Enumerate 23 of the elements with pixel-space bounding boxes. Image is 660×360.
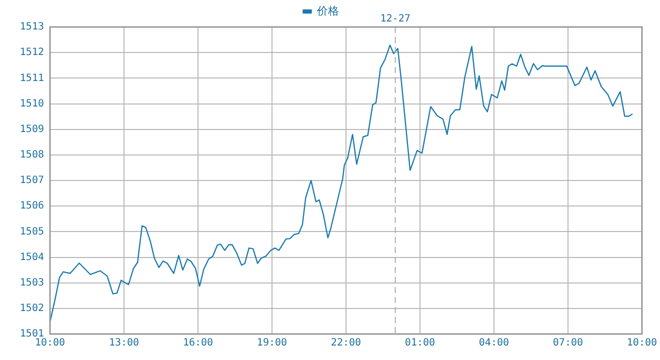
x-tick-label: 01:00 xyxy=(404,338,436,349)
x-tick-label: 16:00 xyxy=(182,338,214,349)
y-tick-label: 1509 xyxy=(20,124,44,135)
y-tick-label: 1507 xyxy=(20,175,44,186)
legend-label: 价格 xyxy=(316,4,339,18)
y-tick-label: 1510 xyxy=(20,98,44,110)
x-tick-label: 04:00 xyxy=(478,338,510,349)
y-tick-label: 1503 xyxy=(20,277,44,288)
x-tick-label: 22:00 xyxy=(330,338,362,349)
y-tick-label: 1505 xyxy=(20,226,44,238)
y-tick-label: 1512 xyxy=(20,47,44,58)
y-tick-label: 1508 xyxy=(20,150,44,161)
x-tick-label: 19:00 xyxy=(256,338,288,349)
x-tick-label: 10:00 xyxy=(34,338,66,349)
ref-line-label: 12-27 xyxy=(380,14,410,25)
y-tick-label: 1504 xyxy=(20,252,44,263)
x-tick-label: 07:00 xyxy=(552,338,584,349)
y-tick-label: 1502 xyxy=(20,303,44,314)
x-tick-label: 13:00 xyxy=(108,338,140,349)
y-tick-label: 1513 xyxy=(20,22,44,33)
y-tick-label: 1506 xyxy=(20,200,44,212)
y-tick-label: 1511 xyxy=(20,72,44,84)
x-tick-label: 10:00 xyxy=(626,338,658,349)
